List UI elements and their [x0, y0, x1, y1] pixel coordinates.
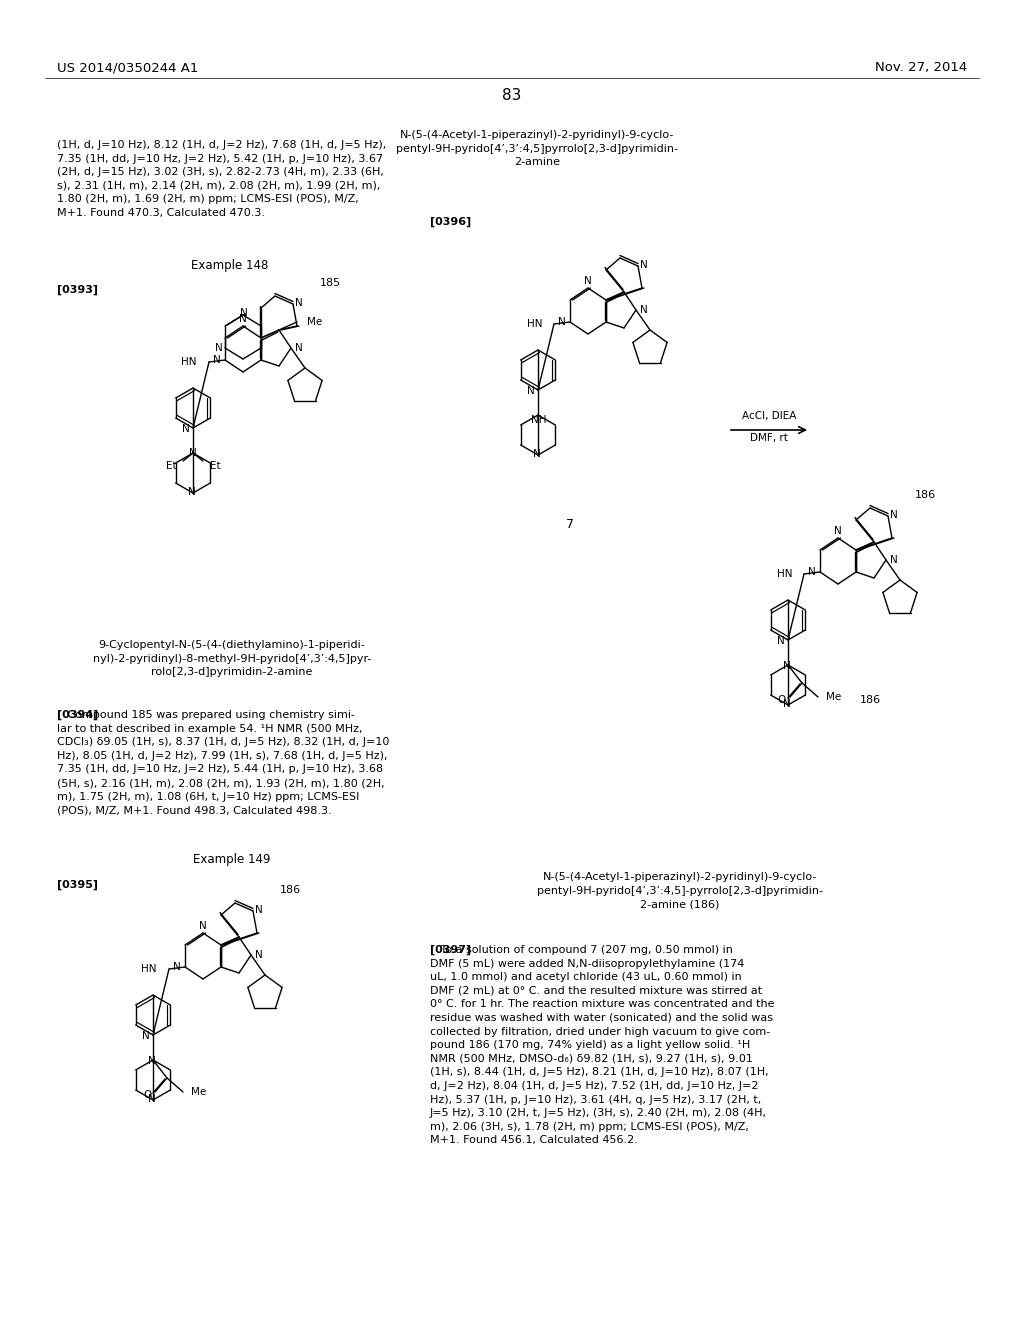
- Text: N: N: [777, 636, 784, 645]
- Text: Me: Me: [191, 1086, 206, 1097]
- Text: Et: Et: [210, 461, 220, 471]
- Text: N: N: [240, 314, 247, 323]
- Text: N: N: [188, 487, 196, 498]
- Text: O: O: [143, 1090, 152, 1100]
- Text: N: N: [255, 950, 263, 960]
- Text: N: N: [142, 1031, 150, 1041]
- Text: N: N: [890, 510, 898, 520]
- Text: 186: 186: [280, 884, 301, 895]
- Text: N: N: [558, 317, 566, 327]
- Text: Example 148: Example 148: [191, 259, 268, 272]
- Text: Et: Et: [166, 461, 176, 471]
- Text: 83: 83: [503, 87, 521, 103]
- Text: HN: HN: [526, 319, 542, 329]
- Text: N: N: [189, 447, 197, 458]
- Text: [0393]: [0393]: [57, 285, 98, 296]
- Text: 7: 7: [566, 519, 574, 532]
- Text: N: N: [783, 700, 791, 709]
- Text: AcCl, DIEA: AcCl, DIEA: [741, 411, 797, 421]
- Text: (1H, d, J=10 Hz), 8.12 (1H, d, J=2 Hz), 7.68 (1H, d, J=5 Hz),
7.35 (1H, dd, J=10: (1H, d, J=10 Hz), 8.12 (1H, d, J=2 Hz), …: [57, 140, 386, 218]
- Text: N: N: [173, 962, 181, 972]
- Text: N: N: [182, 424, 189, 434]
- Text: To a solution of compound 7 (207 mg, 0.50 mmol) in
DMF (5 mL) were added N,N-dii: To a solution of compound 7 (207 mg, 0.5…: [430, 945, 774, 1146]
- Text: N: N: [527, 385, 535, 396]
- Text: N: N: [240, 308, 248, 318]
- Text: Me: Me: [826, 692, 842, 702]
- Text: 186: 186: [915, 490, 936, 500]
- Text: N: N: [534, 449, 541, 459]
- Text: N: N: [199, 921, 207, 931]
- Text: [0394]: [0394]: [57, 710, 98, 721]
- Text: NH: NH: [531, 414, 547, 425]
- Text: [0395]: [0395]: [57, 880, 98, 890]
- Text: N: N: [213, 355, 221, 366]
- Text: Me: Me: [307, 317, 323, 327]
- Text: HN: HN: [141, 964, 157, 974]
- Text: N: N: [295, 298, 303, 308]
- Text: HN: HN: [776, 569, 792, 579]
- Text: Compound 185 was prepared using chemistry simi-
lar to that described in example: Compound 185 was prepared using chemistr…: [57, 710, 389, 816]
- Text: N: N: [215, 343, 223, 352]
- Text: N-(5-(4-Acetyl-1-piperazinyl)-2-pyridinyl)-9-cyclo-
pentyl-9H-pyrido[4’,3’:4,5]p: N-(5-(4-Acetyl-1-piperazinyl)-2-pyridiny…: [396, 129, 678, 168]
- Text: US 2014/0350244 A1: US 2014/0350244 A1: [57, 62, 199, 74]
- Text: N: N: [835, 525, 842, 536]
- Text: 185: 185: [319, 279, 341, 288]
- Text: N: N: [255, 906, 263, 915]
- Text: N: N: [148, 1094, 156, 1104]
- Text: 186: 186: [859, 696, 881, 705]
- Text: N: N: [640, 260, 648, 271]
- Text: O: O: [778, 696, 786, 705]
- Text: N-(5-(4-Acetyl-1-piperazinyl)-2-pyridinyl)-9-cyclo-
pentyl-9H-pyrido[4’,3’:4,5]-: N-(5-(4-Acetyl-1-piperazinyl)-2-pyridiny…: [537, 873, 823, 909]
- Text: 9-Cyclopentyl-N-(5-(4-(diethylamino)-1-piperidi-
nyl)-2-pyridinyl)-8-methyl-9H-p: 9-Cyclopentyl-N-(5-(4-(diethylamino)-1-p…: [93, 640, 371, 677]
- Text: N: N: [890, 554, 898, 565]
- Text: HN: HN: [181, 356, 197, 367]
- Text: N: N: [584, 276, 592, 286]
- Text: N: N: [148, 1056, 156, 1067]
- Text: Nov. 27, 2014: Nov. 27, 2014: [874, 62, 967, 74]
- Text: N: N: [808, 568, 816, 577]
- Text: [0396]: [0396]: [430, 216, 471, 227]
- Text: Example 149: Example 149: [194, 854, 270, 866]
- Text: N: N: [640, 305, 648, 315]
- Text: N: N: [783, 661, 791, 671]
- Text: N: N: [295, 343, 303, 352]
- Text: [0397]: [0397]: [430, 945, 471, 956]
- Text: DMF, rt: DMF, rt: [750, 433, 787, 444]
